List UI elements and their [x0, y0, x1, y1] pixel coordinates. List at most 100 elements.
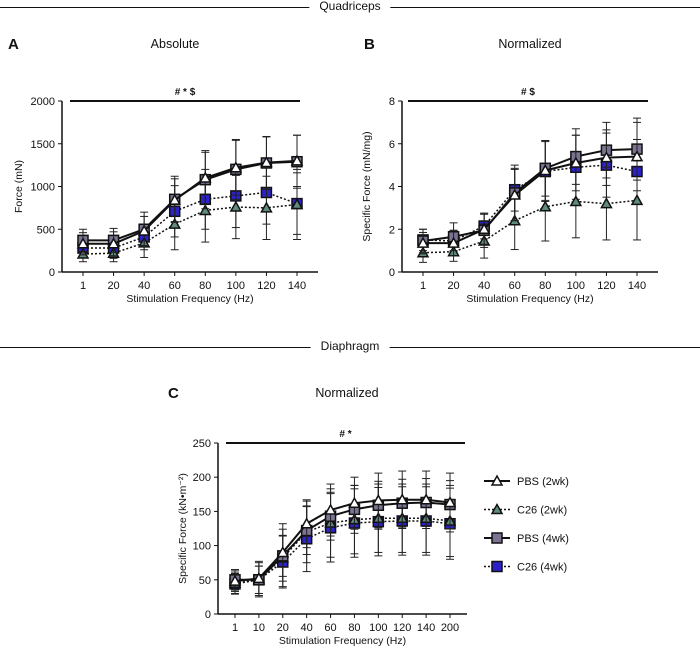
series-pbs-2wk: [416, 121, 644, 257]
data-point: [416, 236, 430, 248]
y-axis-label: Specific Force (mN/mg): [361, 131, 373, 241]
legend-marker: [491, 532, 503, 544]
panel-label-b: B: [364, 36, 375, 53]
data-point: [290, 154, 304, 166]
legend-label: C26 (2wk): [517, 505, 567, 517]
legend-item: [484, 474, 510, 486]
panel-title-a: Absolute: [150, 37, 200, 51]
x-tick-label: 60: [509, 280, 521, 292]
legend-item: [484, 502, 510, 515]
data-point: [300, 517, 313, 529]
y-tick-label: 1000: [31, 182, 55, 194]
x-tick-label: 20: [447, 280, 459, 292]
y-tick-label: 200: [193, 472, 211, 484]
y-axis-label: Force (mN): [13, 160, 25, 213]
data-point: [443, 495, 457, 508]
data-point: [372, 493, 385, 506]
data-point: [168, 217, 181, 229]
data-point: [569, 194, 583, 207]
y-tick-label: 250: [193, 438, 211, 450]
series-line: [234, 517, 451, 584]
data-point: [229, 200, 243, 212]
data-point: [229, 161, 243, 173]
x-tick-label: 1: [420, 280, 426, 292]
series-pbs-4wk: [229, 478, 456, 594]
x-tick-label: 40: [478, 280, 490, 292]
x-tick-label: 60: [169, 280, 181, 292]
y-tick-label: 2: [389, 224, 395, 236]
series-line: [82, 203, 298, 255]
series-line: [422, 199, 638, 254]
x-axis-label: Stimulation Frequency (Hz): [126, 293, 253, 305]
y-tick-label: 1500: [31, 139, 55, 151]
data-point: [137, 224, 151, 236]
series-pbs-2wk: [76, 134, 304, 257]
x-tick-label: 80: [348, 622, 360, 634]
series-line: [234, 520, 451, 585]
data-point: [260, 201, 273, 213]
data-point: [252, 571, 266, 584]
panel-label-c: C: [168, 385, 179, 402]
y-tick-label: 150: [193, 506, 211, 518]
data-point: [324, 503, 337, 515]
x-tick-label: 80: [539, 280, 551, 292]
x-tick-label: 100: [567, 280, 585, 292]
data-point: [600, 151, 613, 163]
y-tick-label: 500: [37, 224, 55, 236]
data-point: [290, 197, 304, 210]
x-axis-label: Stimulation Frequency (Hz): [466, 293, 593, 305]
significance-label: # $: [521, 87, 535, 98]
section-title-diaphragm: Diaphragm: [310, 339, 390, 353]
data-point: [199, 203, 212, 216]
x-tick-label: 10: [253, 622, 265, 634]
x-tick-label: 140: [417, 622, 435, 634]
y-tick-label: 8: [389, 96, 395, 108]
data-point: [569, 156, 583, 168]
data-point: [276, 545, 290, 558]
legend-marker: [490, 502, 504, 515]
data-point: [395, 493, 409, 505]
data-point: [539, 163, 552, 176]
panel-title-b: Normalized: [498, 37, 562, 51]
y-tick-label: 0: [205, 609, 211, 621]
panel-label-a: A: [8, 36, 19, 53]
x-tick-label: 80: [199, 280, 211, 292]
y-tick-label: 0: [49, 267, 55, 279]
data-point: [477, 222, 491, 234]
x-tick-label: 40: [301, 622, 313, 634]
x-tick-label: 60: [324, 622, 336, 634]
series-line: [83, 159, 298, 245]
x-tick-label: 40: [138, 280, 150, 292]
significance-label: # * $: [175, 87, 196, 98]
data-point: [630, 150, 644, 162]
section-title-quadriceps: Quadriceps: [309, 0, 391, 13]
legend-label: PBS (4wk): [517, 533, 569, 545]
data-point: [107, 237, 120, 249]
legend-label: PBS (2wk): [517, 476, 569, 488]
x-tick-label: 120: [597, 280, 615, 292]
x-tick-label: 1: [232, 622, 238, 634]
data-point: [199, 171, 212, 183]
series-pbs-2wk: [228, 470, 457, 597]
data-point: [260, 156, 273, 168]
x-tick-label: 140: [288, 280, 306, 292]
y-tick-label: 2000: [31, 96, 55, 108]
y-tick-label: 6: [389, 139, 395, 151]
x-tick-label: 1: [80, 280, 86, 292]
x-tick-label: 100: [227, 280, 245, 292]
data-point: [539, 200, 552, 212]
x-tick-label: 120: [257, 280, 275, 292]
y-tick-label: 4: [389, 182, 395, 194]
data-point: [228, 574, 242, 586]
significance-label: # *: [339, 429, 351, 440]
data-point: [168, 193, 181, 205]
x-tick-label: 140: [628, 280, 646, 292]
legend-item: [484, 560, 510, 573]
legend-label: C26 (4wk): [517, 562, 567, 574]
data-point: [600, 197, 613, 209]
x-tick-label: 100: [369, 622, 387, 634]
series-line: [423, 155, 638, 245]
y-axis-label: Specific Force (kN•m⁻²): [177, 473, 189, 584]
legend-marker: [490, 474, 504, 486]
